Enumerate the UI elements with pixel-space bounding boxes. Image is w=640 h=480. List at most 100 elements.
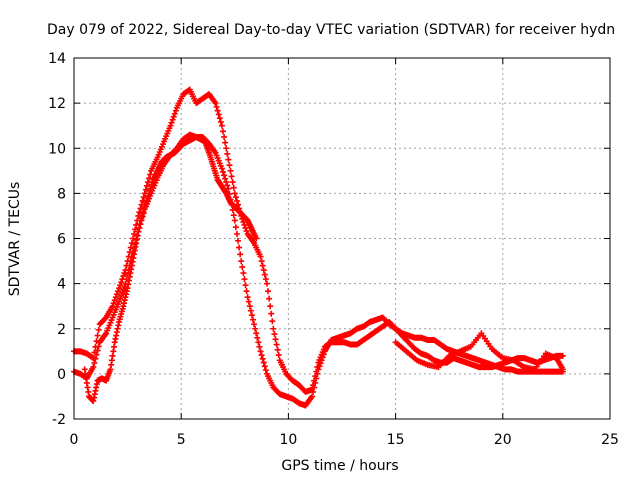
data-point — [93, 338, 100, 345]
y-tick-label: 2 — [57, 322, 66, 338]
data-point — [260, 359, 267, 366]
data-point — [220, 168, 227, 175]
data-point — [111, 297, 118, 304]
data-point — [254, 334, 261, 341]
data-point — [241, 276, 248, 283]
data-point — [237, 251, 244, 258]
data-point — [172, 107, 179, 114]
data-point — [559, 352, 566, 359]
data-point — [268, 310, 275, 317]
data-point — [273, 341, 280, 348]
x-tick-label: 15 — [387, 432, 405, 448]
data-point — [250, 316, 257, 323]
data-point — [92, 343, 99, 350]
data-point — [118, 279, 125, 286]
data-point — [113, 291, 120, 298]
data-point — [112, 294, 119, 301]
data-point — [241, 221, 248, 228]
data-point — [170, 113, 177, 120]
data-point — [236, 244, 243, 251]
data-point — [256, 343, 263, 350]
data-point — [227, 167, 234, 174]
data-point — [308, 386, 315, 393]
data-point — [248, 312, 255, 319]
data-point — [272, 336, 279, 343]
data-point — [121, 283, 128, 290]
x-tick-label: 20 — [494, 432, 512, 448]
y-tick-label: -2 — [52, 412, 66, 428]
data-point — [269, 318, 276, 325]
data-point — [252, 325, 259, 332]
data-point — [239, 264, 246, 271]
data-point — [223, 179, 230, 186]
data-point — [126, 249, 133, 256]
data-point — [230, 212, 237, 219]
data-point — [261, 363, 268, 370]
data-point — [275, 352, 282, 359]
data-point — [246, 303, 253, 310]
data-point — [167, 122, 174, 129]
data-point — [255, 339, 262, 346]
data-point — [257, 253, 264, 260]
data-point — [117, 282, 124, 289]
data-point — [314, 364, 321, 371]
data-point — [118, 292, 125, 299]
data-point — [171, 110, 178, 117]
data-point — [91, 349, 98, 356]
data-point — [242, 282, 249, 289]
x-tick-label: 25 — [601, 432, 619, 448]
data-point — [263, 280, 270, 287]
data-point — [238, 258, 245, 265]
y-tick-label: 6 — [57, 232, 66, 248]
data-point — [243, 227, 250, 234]
data-point — [221, 172, 228, 179]
data-point — [215, 111, 222, 118]
data-point — [114, 288, 121, 295]
data-point — [116, 298, 123, 305]
data-point — [232, 194, 239, 201]
data-point — [266, 295, 273, 302]
data-point — [110, 300, 117, 307]
y-tick-label: 10 — [48, 141, 66, 157]
data-point — [116, 285, 123, 292]
data-point — [310, 382, 317, 389]
data-point — [312, 373, 319, 380]
data-point — [214, 107, 221, 114]
data-point — [225, 156, 232, 163]
y-tick-label: 14 — [48, 51, 66, 67]
y-axis-label: SDTVAR / TECUs — [7, 182, 23, 297]
data-point — [95, 326, 102, 333]
data-point — [223, 145, 230, 152]
data-point — [218, 165, 225, 172]
data-point — [274, 346, 281, 353]
data-point — [313, 368, 320, 375]
data-point — [125, 253, 132, 260]
y-tick-label: 4 — [57, 277, 66, 293]
data-point — [311, 377, 318, 384]
data-point — [253, 235, 260, 242]
data-point — [245, 298, 252, 305]
data-point — [217, 118, 224, 125]
data-point — [221, 133, 228, 140]
data-point — [244, 294, 251, 301]
data-point — [559, 366, 566, 373]
data-point — [224, 150, 231, 157]
data-point — [218, 122, 225, 129]
y-tick-label: 0 — [57, 367, 66, 383]
x-tick-label: 5 — [177, 432, 186, 448]
data-point — [119, 276, 126, 283]
data-point — [212, 100, 219, 107]
data-point — [233, 197, 240, 204]
data-point — [120, 286, 127, 293]
series-track-3 — [81, 133, 260, 404]
data-point — [147, 171, 154, 178]
data-point — [262, 276, 269, 283]
data-point — [242, 224, 249, 231]
data-point — [222, 175, 229, 182]
data-point — [243, 288, 250, 295]
data-point — [225, 185, 232, 192]
data-point — [213, 103, 220, 110]
data-point — [259, 262, 266, 269]
